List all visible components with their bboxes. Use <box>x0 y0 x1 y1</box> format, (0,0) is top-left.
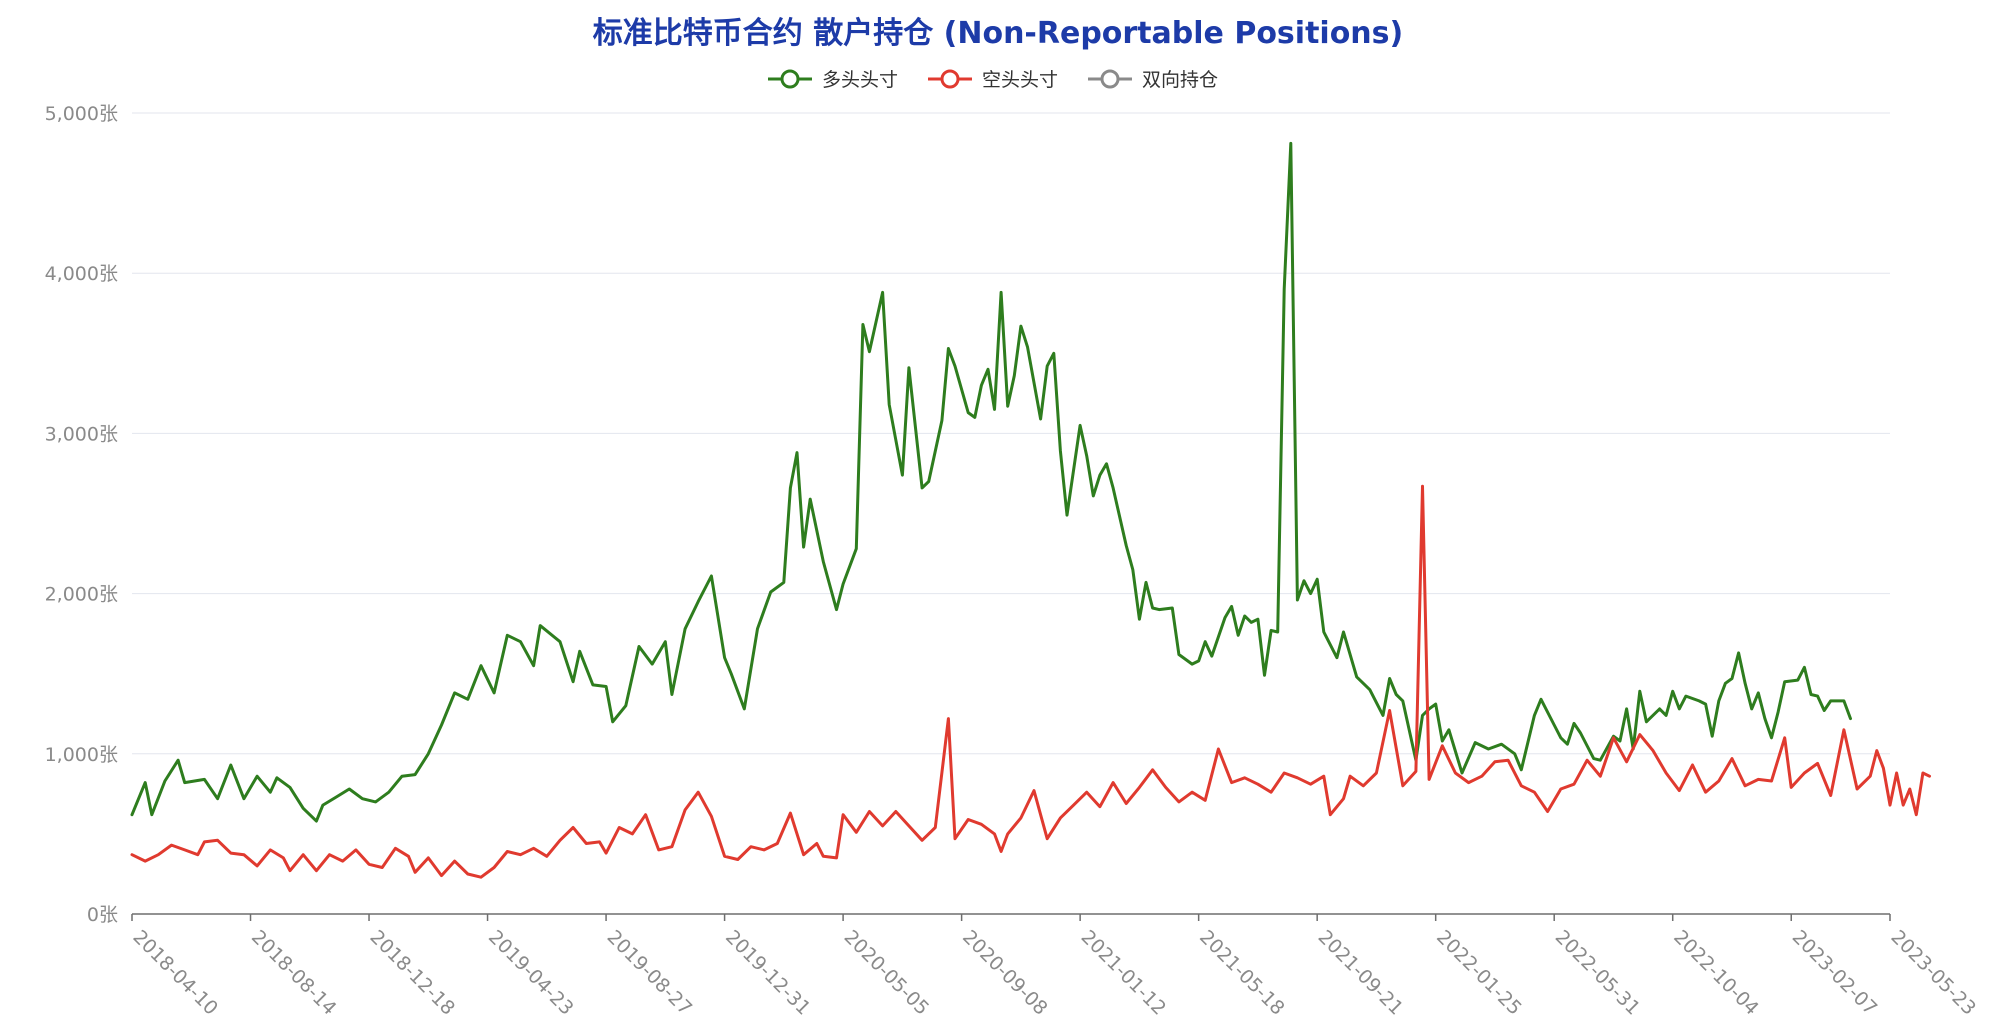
y-tick-label: 2,000张 <box>45 584 118 606</box>
legend-label: 双向持仓 <box>1142 69 1218 91</box>
x-tick-label: 2020-09-08 <box>958 926 1052 1020</box>
x-tick-label: 2019-08-27 <box>603 926 697 1020</box>
y-tick-label: 3,000张 <box>45 423 118 445</box>
legend[interactable]: 多头头寸 空头头寸 双向持仓 <box>768 69 1218 91</box>
legend-item[interactable]: 空头头寸 <box>928 69 1058 91</box>
x-tick-label: 2018-08-14 <box>247 926 341 1020</box>
x-tick-label: 2022-05-31 <box>1551 926 1645 1020</box>
y-tick-label: 5,000张 <box>45 103 118 125</box>
series-line <box>130 484 1931 879</box>
y-tick-label: 4,000张 <box>45 263 118 285</box>
grid-lines <box>132 112 1890 755</box>
y-tick-label: 1,000张 <box>45 744 118 766</box>
x-tick-label: 2022-01-25 <box>1432 926 1526 1020</box>
x-tick-label: 2023-02-07 <box>1788 926 1882 1020</box>
chart-title: 标准比特币合约 散户持仓 (Non-Reportable Positions) <box>592 16 1404 51</box>
x-tick-label: 2021-01-12 <box>1077 926 1171 1020</box>
legend-label: 空头头寸 <box>982 69 1058 91</box>
x-tick-label: 2018-04-10 <box>128 926 222 1020</box>
y-tick-label: 0张 <box>87 904 118 926</box>
legend-marker-icon <box>780 69 800 89</box>
x-tick-label: 2023-05-23 <box>1886 926 1980 1020</box>
legend-marker-icon <box>940 69 960 89</box>
x-tick-label: 2019-12-31 <box>721 926 815 1020</box>
series-line <box>130 141 1852 823</box>
x-tick-label: 2021-05-18 <box>1195 926 1289 1020</box>
x-tick-label: 2020-05-05 <box>840 926 934 1020</box>
legend-item[interactable]: 多头头寸 <box>768 69 898 91</box>
series-lines <box>130 141 1931 879</box>
x-tick-label: 2018-12-18 <box>365 926 459 1020</box>
x-tick-label: 2021-09-21 <box>1314 926 1408 1020</box>
legend-label: 多头头寸 <box>822 69 898 91</box>
legend-item[interactable]: 双向持仓 <box>1088 69 1218 91</box>
legend-marker-icon <box>1100 69 1120 89</box>
x-tick-label: 2019-04-23 <box>484 926 578 1020</box>
x-tick-label: 2022-10-04 <box>1669 926 1763 1020</box>
axes: 0张 1,000张 2,000张 3,000张 4,000张 5,000张 2018-04-… <box>45 103 1981 1020</box>
